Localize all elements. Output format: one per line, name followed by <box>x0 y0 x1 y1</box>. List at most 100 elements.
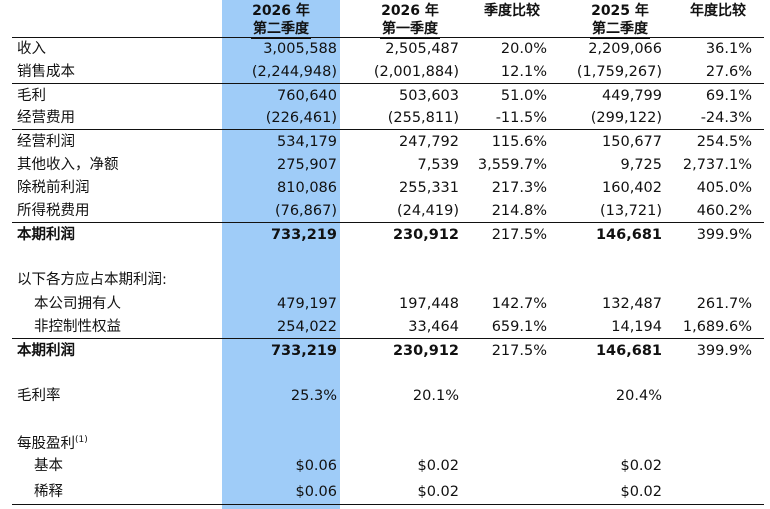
row-gross-profit: 毛利 760,640 503,603 51.0% 449,799 69.1% <box>0 85 770 107</box>
header-year: 2026 年 <box>381 3 439 19</box>
cell-2026-q1: 503,603 <box>399 88 459 104</box>
cell-qoq: 217.5% <box>491 227 547 243</box>
cell-2026-q2: 733,219 <box>270 343 337 359</box>
row-profit-for-period: 本期利润 733,219 230,912 217.5% 146,681 399.… <box>0 224 770 246</box>
cell-2025-q2: 14,194 <box>611 319 662 335</box>
divider-top <box>12 37 764 38</box>
row-label: 所得税费用 <box>17 203 90 219</box>
cell-2026-q2: 254,022 <box>277 319 337 335</box>
header-year: 2025 年 <box>591 3 649 19</box>
cell-2026-q2: (226,461) <box>265 110 337 126</box>
row-label: 其他收入，净额 <box>17 157 119 173</box>
cell-2026-q2: 534,179 <box>277 134 337 150</box>
row-revenue: 收入 3,005,588 2,505,487 20.0% 2,209,066 3… <box>0 38 770 60</box>
header-qoq: 季度比较 <box>468 2 556 20</box>
cell-2026-q1: 197,448 <box>399 296 459 312</box>
cell-yoy: 399.9% <box>696 227 752 243</box>
row-label: 稀释 <box>34 484 63 500</box>
cell-qoq: 659.1% <box>491 319 547 335</box>
cell-qoq: 115.6% <box>491 134 547 150</box>
row-label: 销售成本 <box>17 64 75 80</box>
cell-2026-q2: 25.3% <box>290 388 337 404</box>
row-eps-heading: 每股盈利(1) <box>0 429 770 452</box>
row-profit-for-period-total: 本期利润 733,219 230,912 217.5% 146,681 399.… <box>0 340 770 362</box>
cell-2026-q2: $0.06 <box>295 484 337 500</box>
cell-2026-q2: (76,867) <box>274 203 337 219</box>
row-cost-of-sales: 销售成本 (2,244,948) (2,001,884) 12.1% (1,75… <box>0 61 770 83</box>
row-gross-margin: 毛利率 25.3% 20.1% 20.4% <box>0 385 770 407</box>
row-label: 基本 <box>34 458 63 474</box>
cell-2026-q1: 2,505,487 <box>385 41 459 57</box>
cell-2025-q2: (299,122) <box>590 110 662 126</box>
row-label: 毛利率 <box>17 388 61 404</box>
cell-2025-q2: 9,725 <box>620 157 662 173</box>
cell-2026-q1: 7,539 <box>417 157 459 173</box>
header-2025-q2: 2025 年 第二季度 <box>570 2 670 39</box>
cell-2025-q2: 20.4% <box>615 388 662 404</box>
row-label: 收入 <box>17 41 46 57</box>
cell-2026-q1: 20.1% <box>412 388 459 404</box>
cell-2026-q1: 230,912 <box>392 343 459 359</box>
divider-profit-for-period <box>12 222 764 223</box>
header-year: 2026 年 <box>252 3 310 19</box>
cell-qoq: 12.1% <box>500 64 547 80</box>
cell-2026-q1: 247,792 <box>399 134 459 150</box>
divider-gross-profit <box>12 83 764 84</box>
row-label: 以下各方应占本期利润: <box>17 272 167 288</box>
cell-2026-q1: (2,001,884) <box>373 64 459 80</box>
cell-2025-q2: 150,677 <box>602 134 662 150</box>
header-label: 年度比较 <box>690 3 746 19</box>
cell-qoq: 217.5% <box>491 343 547 359</box>
header-quarter: 第一季度 <box>380 21 440 39</box>
header-2026-q1: 2026 年 第一季度 <box>358 2 462 39</box>
row-label: 本期利润 <box>17 227 75 243</box>
row-income-tax: 所得税费用 (76,867) (24,419) 214.8% (13,721) … <box>0 200 770 222</box>
cell-2026-q2: (2,244,948) <box>251 64 337 80</box>
cell-yoy: 460.2% <box>696 203 752 219</box>
row-label: 非控制性权益 <box>34 319 121 335</box>
cell-qoq: 217.3% <box>491 180 547 196</box>
divider-operating-profit <box>12 129 764 130</box>
row-eps-diluted: 稀释 $0.06 $0.02 $0.02 <box>0 481 770 503</box>
row-attributable-heading: 以下各方应占本期利润: <box>0 269 770 291</box>
cell-2026-q1: 255,331 <box>399 180 459 196</box>
cell-2026-q2: $0.06 <box>295 458 337 474</box>
header-yoy: 年度比较 <box>676 2 760 20</box>
row-label: 经营费用 <box>17 110 75 126</box>
row-label: 每股盈利(1) <box>17 429 88 452</box>
row-profit-before-tax: 除税前利润 810,086 255,331 217.3% 160,402 405… <box>0 177 770 199</box>
cell-2026-q2: 275,907 <box>277 157 337 173</box>
cell-2026-q1: $0.02 <box>417 458 459 474</box>
row-label: 本公司拥有人 <box>34 296 121 312</box>
highlight-column <box>222 0 340 509</box>
header-2026-q2: 2026 年 第二季度 <box>222 2 340 39</box>
cell-2026-q1: $0.02 <box>417 484 459 500</box>
cell-yoy: 69.1% <box>705 88 752 104</box>
cell-2025-q2: $0.02 <box>620 458 662 474</box>
cell-yoy: 2,737.1% <box>682 157 752 173</box>
row-label: 毛利 <box>17 88 46 104</box>
cell-yoy: 36.1% <box>705 41 752 57</box>
cell-yoy: 399.9% <box>696 343 752 359</box>
cell-2025-q2: 160,402 <box>602 180 662 196</box>
row-label: 经营利润 <box>17 134 75 150</box>
cell-2026-q2: 733,219 <box>270 227 337 243</box>
cell-2026-q1: (24,419) <box>396 203 459 219</box>
header-label: 季度比较 <box>484 3 540 19</box>
cell-qoq: 142.7% <box>491 296 547 312</box>
cell-qoq: 20.0% <box>500 41 547 57</box>
cell-yoy: 261.7% <box>696 296 752 312</box>
cell-qoq: -11.5% <box>495 110 547 126</box>
cell-qoq: 214.8% <box>491 203 547 219</box>
cell-yoy: 1,689.6% <box>682 319 752 335</box>
cell-2025-q2: 449,799 <box>602 88 662 104</box>
row-owners: 本公司拥有人 479,197 197,448 142.7% 132,487 26… <box>0 293 770 315</box>
cell-yoy: 254.5% <box>696 134 752 150</box>
header-quarter: 第二季度 <box>590 21 650 39</box>
cell-yoy: 27.6% <box>705 64 752 80</box>
eps-label-text: 每股盈利 <box>17 435 75 452</box>
row-operating-expenses: 经营费用 (226,461) (255,811) -11.5% (299,122… <box>0 107 770 129</box>
cell-2026-q2: 3,005,588 <box>263 41 337 57</box>
cell-2026-q1: 33,464 <box>408 319 459 335</box>
row-other-income: 其他收入，净额 275,907 7,539 3,559.7% 9,725 2,7… <box>0 154 770 176</box>
